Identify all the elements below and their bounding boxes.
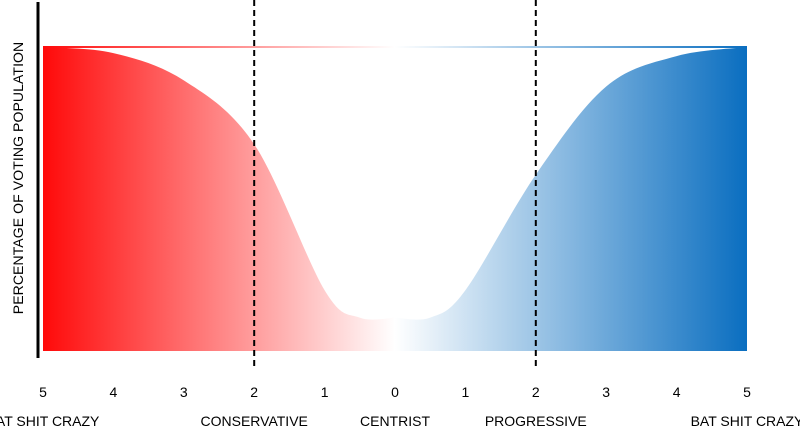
x-tick-label: 3 (180, 384, 188, 400)
category-label: PROGRESSIVE (485, 413, 587, 429)
category-label: CENTRIST (360, 413, 430, 429)
x-tick-label: 1 (462, 384, 470, 400)
y-axis-label: PERCENTAGE OF VOTING POPULATION (10, 42, 26, 315)
category-label: CONSERVATIVE (201, 413, 308, 429)
conservative-side-area (43, 47, 395, 351)
x-tick-label: 5 (743, 384, 751, 400)
x-tick-label: 3 (602, 384, 610, 400)
category-label: BAT SHIT CRAZY (691, 413, 800, 429)
distribution-area (43, 46, 747, 351)
progressive-side-area (395, 47, 747, 351)
x-tick-label: 2 (532, 384, 540, 400)
reference-lines (253, 0, 537, 370)
x-tick-label: 4 (110, 384, 118, 400)
category-labels: BAT SHIT CRAZY CONSERVATIVE CENTRIST PROGRE… (0, 413, 800, 429)
x-tick-label: 4 (673, 384, 681, 400)
x-tick-labels: 5 4 3 2 1 0 1 2 3 4 5 (39, 384, 751, 400)
x-tick-label: 5 (39, 384, 47, 400)
x-tick-label: 2 (250, 384, 258, 400)
x-tick-label: 0 (391, 384, 399, 400)
x-tick-label: 1 (321, 384, 329, 400)
category-label: BAT SHIT CRAZY (0, 413, 100, 429)
